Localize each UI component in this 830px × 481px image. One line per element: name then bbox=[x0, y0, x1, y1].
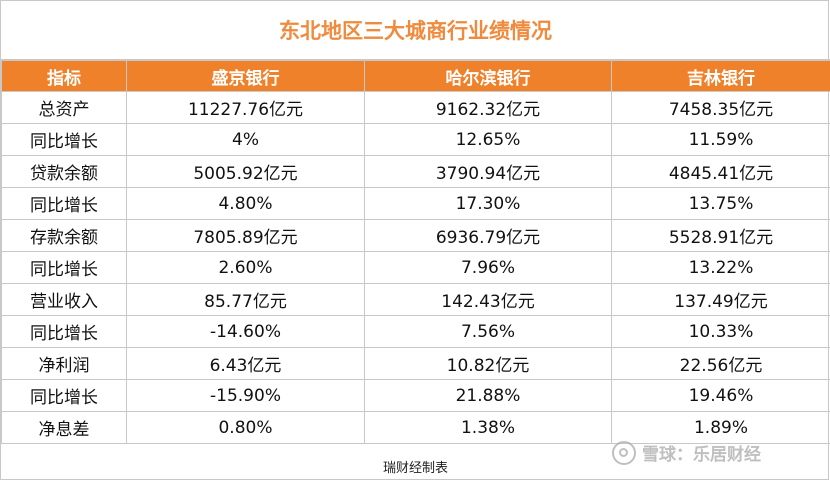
table-row: 贷款余额 5005.92亿元 3790.94亿元 4845.41亿元 bbox=[1, 155, 830, 188]
cell-value: 7.96% bbox=[364, 251, 612, 284]
row-label: 存款余额 bbox=[1, 219, 127, 252]
cell-value: 7.56% bbox=[364, 315, 612, 348]
table-header-row: 指标 盛京银行 哈尔滨银行 吉林银行 bbox=[1, 60, 830, 92]
cell-value: 4% bbox=[126, 123, 365, 156]
table-row: 净利润 6.43亿元 10.82亿元 22.56亿元 bbox=[1, 347, 830, 380]
row-label: 贷款余额 bbox=[1, 155, 127, 188]
cell-value: 21.88% bbox=[364, 379, 612, 412]
cell-value: 7805.89亿元 bbox=[126, 219, 365, 252]
cell-value: 6936.79亿元 bbox=[364, 219, 612, 252]
cell-value: 5005.92亿元 bbox=[126, 155, 365, 188]
row-label: 同比增长 bbox=[1, 315, 127, 348]
column-header-harbin-bank: 哈尔滨银行 bbox=[364, 60, 612, 92]
cell-value: 3790.94亿元 bbox=[364, 155, 612, 188]
cell-value: 1.38% bbox=[364, 411, 612, 444]
performance-table: 指标 盛京银行 哈尔滨银行 吉林银行 总资产 11227.76亿元 9162.3… bbox=[1, 60, 830, 444]
cell-value: 9162.32亿元 bbox=[364, 91, 612, 124]
cell-value: 137.49亿元 bbox=[611, 283, 830, 316]
cell-value: 13.75% bbox=[611, 187, 830, 220]
page-title: 东北地区三大城商行业绩情况 bbox=[1, 1, 830, 60]
cell-value: 11.59% bbox=[611, 123, 830, 156]
cell-value: 10.33% bbox=[611, 315, 830, 348]
cell-value: 142.43亿元 bbox=[364, 283, 612, 316]
row-label: 同比增长 bbox=[1, 123, 127, 156]
table-row: 同比增长 -14.60% 7.56% 10.33% bbox=[1, 315, 830, 348]
column-header-metric: 指标 bbox=[1, 60, 127, 92]
cell-value: 13.22% bbox=[611, 251, 830, 284]
cell-value: -14.60% bbox=[126, 315, 365, 348]
row-label: 同比增长 bbox=[1, 187, 127, 220]
row-label: 营业收入 bbox=[1, 283, 127, 316]
cell-value: 85.77亿元 bbox=[126, 283, 365, 316]
cell-value: 6.43亿元 bbox=[126, 347, 365, 380]
watermark-text: 雪球：乐居财经 bbox=[642, 445, 761, 465]
cell-value: 4.80% bbox=[126, 187, 365, 220]
table-row: 净息差 0.80% 1.38% 1.89% bbox=[1, 411, 830, 444]
cell-value: 17.30% bbox=[364, 187, 612, 220]
watermark: 雪球：乐居财经 bbox=[612, 440, 761, 465]
cell-value: 10.82亿元 bbox=[364, 347, 612, 380]
cell-value: 7458.35亿元 bbox=[611, 91, 830, 124]
row-label: 同比增长 bbox=[1, 379, 127, 412]
table-row: 营业收入 85.77亿元 142.43亿元 137.49亿元 bbox=[1, 283, 830, 316]
table-row: 总资产 11227.76亿元 9162.32亿元 7458.35亿元 bbox=[1, 91, 830, 124]
column-header-shengjing-bank: 盛京银行 bbox=[126, 60, 365, 92]
cell-value: 1.89% bbox=[611, 411, 830, 444]
table-row: 同比增长 4% 12.65% 11.59% bbox=[1, 123, 830, 156]
cell-value: 22.56亿元 bbox=[611, 347, 830, 380]
cell-value: 0.80% bbox=[126, 411, 365, 444]
cell-value: -15.90% bbox=[126, 379, 365, 412]
cell-value: 4845.41亿元 bbox=[611, 155, 830, 188]
source-footer: 瑞财经制表 bbox=[382, 460, 448, 476]
table-row: 同比增长 2.60% 7.96% 13.22% bbox=[1, 251, 830, 284]
row-label: 总资产 bbox=[1, 91, 127, 124]
table-row: 同比增长 4.80% 17.30% 13.75% bbox=[1, 187, 830, 220]
cell-value: 2.60% bbox=[126, 251, 365, 284]
table-row: 存款余额 7805.89亿元 6936.79亿元 5528.91亿元 bbox=[1, 219, 830, 252]
cell-value: 12.65% bbox=[364, 123, 612, 156]
cell-value: 11227.76亿元 bbox=[126, 91, 365, 124]
row-label: 同比增长 bbox=[1, 251, 127, 284]
snowball-logo-icon bbox=[612, 440, 636, 465]
column-header-jilin-bank: 吉林银行 bbox=[611, 60, 830, 92]
cell-value: 5528.91亿元 bbox=[611, 219, 830, 252]
row-label: 净息差 bbox=[1, 411, 127, 444]
cell-value: 19.46% bbox=[611, 379, 830, 412]
row-label: 净利润 bbox=[1, 347, 127, 380]
table-row: 同比增长 -15.90% 21.88% 19.46% bbox=[1, 379, 830, 412]
